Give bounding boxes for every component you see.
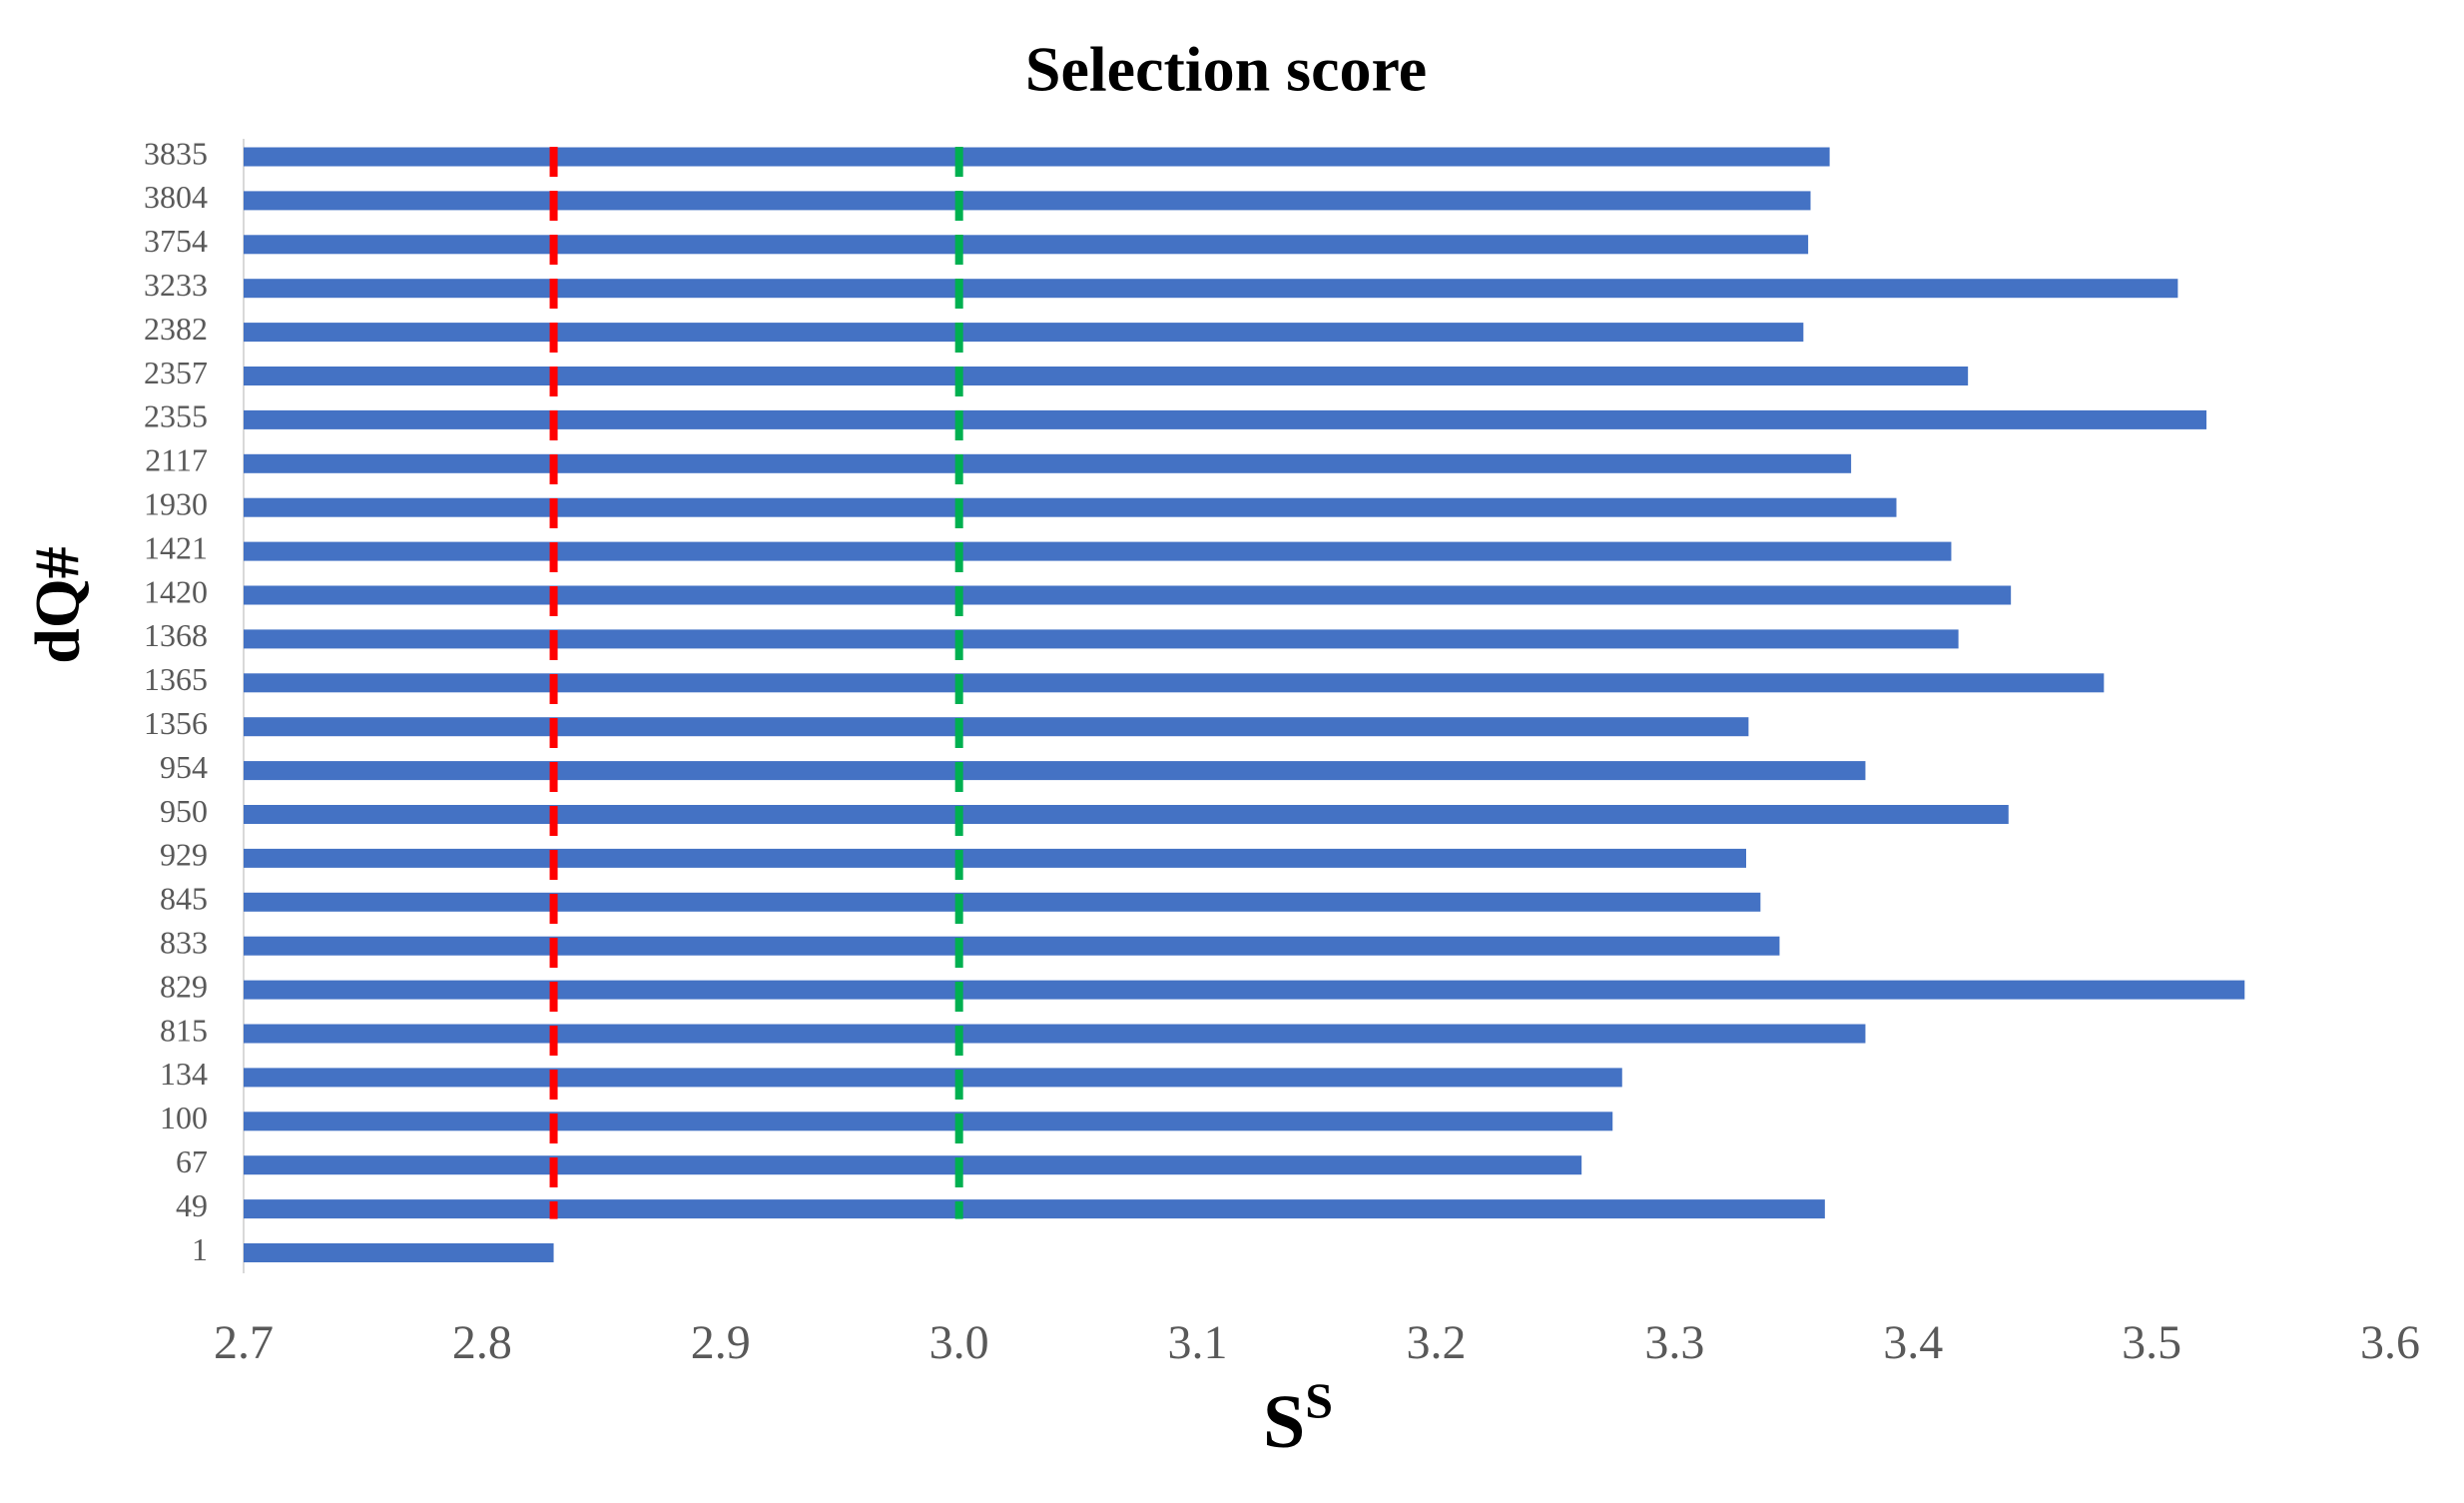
bar bbox=[244, 1112, 1613, 1131]
bar bbox=[244, 892, 1761, 912]
bar bbox=[244, 453, 1852, 473]
y-tick-label: 67 bbox=[176, 1143, 208, 1179]
bar bbox=[244, 235, 1809, 255]
bar bbox=[244, 1155, 1582, 1175]
y-tick-label: 829 bbox=[160, 968, 208, 1004]
y-tick-label: 929 bbox=[160, 837, 208, 873]
x-label-superscript: S bbox=[1305, 1372, 1333, 1428]
bar bbox=[244, 673, 2105, 693]
bar bbox=[244, 497, 1897, 517]
y-tick-label: 3804 bbox=[144, 179, 208, 215]
x-tick-label: 3.2 bbox=[1406, 1316, 1466, 1369]
bar bbox=[244, 191, 1811, 211]
x-tick-label: 2.9 bbox=[691, 1316, 751, 1369]
y-tick-label: 1365 bbox=[144, 661, 208, 697]
bar bbox=[244, 585, 2012, 605]
y-tick-label: 2357 bbox=[144, 355, 208, 390]
y-tick-label: 2117 bbox=[145, 442, 208, 478]
y-tick-label: 2355 bbox=[144, 398, 208, 434]
bar bbox=[244, 279, 2178, 299]
bar bbox=[244, 805, 2009, 824]
bar bbox=[244, 717, 1749, 737]
y-tick-label: 950 bbox=[160, 793, 208, 829]
x-tick-label: 3.5 bbox=[2122, 1316, 2181, 1369]
bar bbox=[244, 1068, 1622, 1088]
bar bbox=[244, 936, 1780, 956]
y-tick-label: 3233 bbox=[144, 267, 208, 303]
y-tick-label: 49 bbox=[176, 1187, 208, 1223]
bar bbox=[244, 147, 1830, 167]
x-tick-label: 3.3 bbox=[1644, 1316, 1704, 1369]
bar bbox=[244, 629, 1959, 649]
bar bbox=[244, 980, 2245, 1000]
y-tick-label: 1420 bbox=[144, 573, 208, 609]
x-tick-label: 2.8 bbox=[452, 1316, 512, 1369]
y-tick-label: 845 bbox=[160, 881, 208, 917]
y-tick-label: 3754 bbox=[144, 223, 208, 259]
bar bbox=[244, 848, 1746, 868]
y-tick-label: 1 bbox=[192, 1231, 208, 1267]
chart-title: Selection score bbox=[1025, 34, 1427, 105]
y-axis-label: dQ# bbox=[22, 546, 93, 663]
y-tick-label: 954 bbox=[160, 749, 208, 785]
y-tick-label: 100 bbox=[160, 1100, 208, 1135]
x-tick-label: 3.1 bbox=[1168, 1316, 1228, 1369]
x-tick-label: 3.4 bbox=[1883, 1316, 1943, 1369]
bar bbox=[244, 323, 1804, 343]
y-tick-label: 1368 bbox=[144, 617, 208, 653]
bar bbox=[244, 367, 1969, 385]
x-tick-label: 2.7 bbox=[214, 1316, 274, 1369]
y-tick-label: 2382 bbox=[144, 311, 208, 347]
x-label-main: S bbox=[1263, 1380, 1305, 1464]
y-tick-label: 134 bbox=[160, 1056, 208, 1092]
x-tick-label: 3.6 bbox=[2360, 1316, 2420, 1369]
bar bbox=[244, 409, 2207, 429]
bar bbox=[244, 761, 1866, 781]
bar bbox=[244, 1024, 1866, 1044]
y-tick-label: 1930 bbox=[144, 486, 208, 522]
x-axis-label: SS bbox=[1263, 1372, 1333, 1464]
bar bbox=[244, 1243, 554, 1262]
y-tick-label: 1356 bbox=[144, 705, 208, 741]
y-tick-label: 1421 bbox=[144, 529, 208, 565]
y-tick-label: 815 bbox=[160, 1012, 208, 1048]
bar bbox=[244, 1199, 1825, 1219]
y-tick-label: 3835 bbox=[144, 135, 208, 171]
bar bbox=[244, 541, 1952, 561]
x-tick-label: 3.0 bbox=[929, 1316, 989, 1369]
y-tick-label: 833 bbox=[160, 925, 208, 961]
